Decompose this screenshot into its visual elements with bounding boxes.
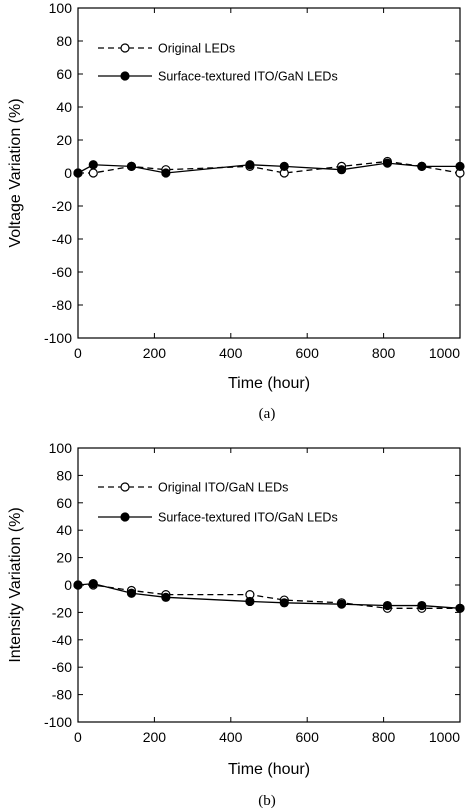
y-tick-label: 0 bbox=[64, 165, 72, 181]
y-tick-label: 60 bbox=[56, 66, 72, 82]
series-line bbox=[77, 162, 460, 174]
legend: Original LEDs Surface-textured ITO/GaN LE… bbox=[98, 42, 338, 84]
x-tick-label: 0 bbox=[74, 345, 82, 361]
data-point bbox=[88, 168, 98, 178]
x-tick-label: 1000 bbox=[429, 729, 460, 745]
x-tick-label: 200 bbox=[143, 345, 167, 361]
data-point bbox=[245, 160, 255, 170]
data-point bbox=[73, 168, 83, 178]
x-tick-label: 0 bbox=[74, 729, 82, 745]
x-tick-label: 200 bbox=[143, 729, 167, 745]
data-point bbox=[88, 579, 98, 589]
data-point bbox=[382, 158, 393, 168]
x-tick-label: 400 bbox=[219, 729, 243, 745]
y-axis-title: Voltage Variation (%) bbox=[7, 98, 24, 247]
series-2 bbox=[73, 579, 465, 613]
data-point bbox=[279, 161, 289, 171]
data-point bbox=[382, 600, 393, 611]
y-tick-label: 100 bbox=[49, 440, 73, 456]
data-point bbox=[88, 160, 98, 170]
series-2 bbox=[73, 158, 465, 178]
x-tick-label: 400 bbox=[219, 345, 243, 361]
panel-label: (a) bbox=[259, 406, 276, 422]
x-axis-title: Time (hour) bbox=[228, 761, 310, 778]
y-tick-label: 100 bbox=[49, 0, 73, 16]
data-point bbox=[455, 161, 465, 171]
y-tick-label: 40 bbox=[56, 99, 72, 115]
y-tick-label: -80 bbox=[52, 297, 72, 313]
y-tick-label: -100 bbox=[44, 330, 72, 346]
legend-label: Surface-textured ITO/GaN LEDs bbox=[158, 511, 338, 525]
legend: Original ITO/GaN LEDs Surface-textured IT… bbox=[98, 481, 338, 525]
x-tick-label: 600 bbox=[296, 729, 320, 745]
y-tick-label: 80 bbox=[56, 467, 72, 483]
legend-label: Original LEDs bbox=[158, 42, 235, 56]
data-point bbox=[455, 603, 465, 613]
y-tick-label: -20 bbox=[52, 198, 72, 214]
y-tick-label: -60 bbox=[52, 264, 72, 280]
x-tick-label: 600 bbox=[296, 345, 320, 361]
data-point bbox=[417, 161, 427, 171]
data-point bbox=[73, 580, 83, 590]
legend-marker bbox=[120, 482, 130, 492]
data-point bbox=[161, 168, 171, 178]
data-point bbox=[126, 161, 137, 171]
panel-label: (b) bbox=[258, 793, 276, 809]
x-tick-label: 1000 bbox=[429, 345, 460, 361]
y-tick-label: 20 bbox=[56, 132, 72, 148]
plot-frame bbox=[77, 7, 461, 339]
data-point bbox=[279, 598, 289, 608]
y-tick-label: 0 bbox=[64, 577, 72, 593]
data-point bbox=[336, 165, 347, 175]
data-point bbox=[417, 600, 427, 611]
y-tick-label: -80 bbox=[52, 687, 72, 703]
y-tick-label: 80 bbox=[56, 33, 72, 49]
y-tick-label: 60 bbox=[56, 495, 72, 511]
legend-marker bbox=[120, 43, 130, 53]
y-axis-title: Intensity Variation (%) bbox=[7, 507, 24, 662]
y-tick-label: -40 bbox=[52, 231, 72, 247]
data-point bbox=[245, 596, 255, 607]
x-tick-label: 800 bbox=[372, 729, 396, 745]
data-point bbox=[336, 599, 347, 609]
legend-marker bbox=[120, 512, 130, 522]
series-line bbox=[78, 584, 460, 609]
y-tick-label: 40 bbox=[56, 522, 72, 538]
series-line bbox=[77, 582, 461, 609]
y-tick-label: -20 bbox=[52, 604, 72, 620]
y-tick-label: -60 bbox=[52, 659, 72, 675]
y-tick-label: -40 bbox=[52, 632, 72, 648]
legend-marker bbox=[120, 71, 130, 81]
y-tick-label: -100 bbox=[44, 714, 72, 730]
y-tick-label: 20 bbox=[56, 550, 72, 566]
data-point bbox=[126, 588, 137, 598]
legend-label: Original ITO/GaN LEDs bbox=[158, 481, 288, 495]
legend-label: Surface-textured ITO/GaN LEDs bbox=[158, 70, 338, 84]
series-line bbox=[78, 160, 461, 174]
x-tick-label: 800 bbox=[372, 345, 396, 361]
x-axis-title: Time (hour) bbox=[228, 375, 310, 392]
data-point bbox=[161, 592, 171, 602]
